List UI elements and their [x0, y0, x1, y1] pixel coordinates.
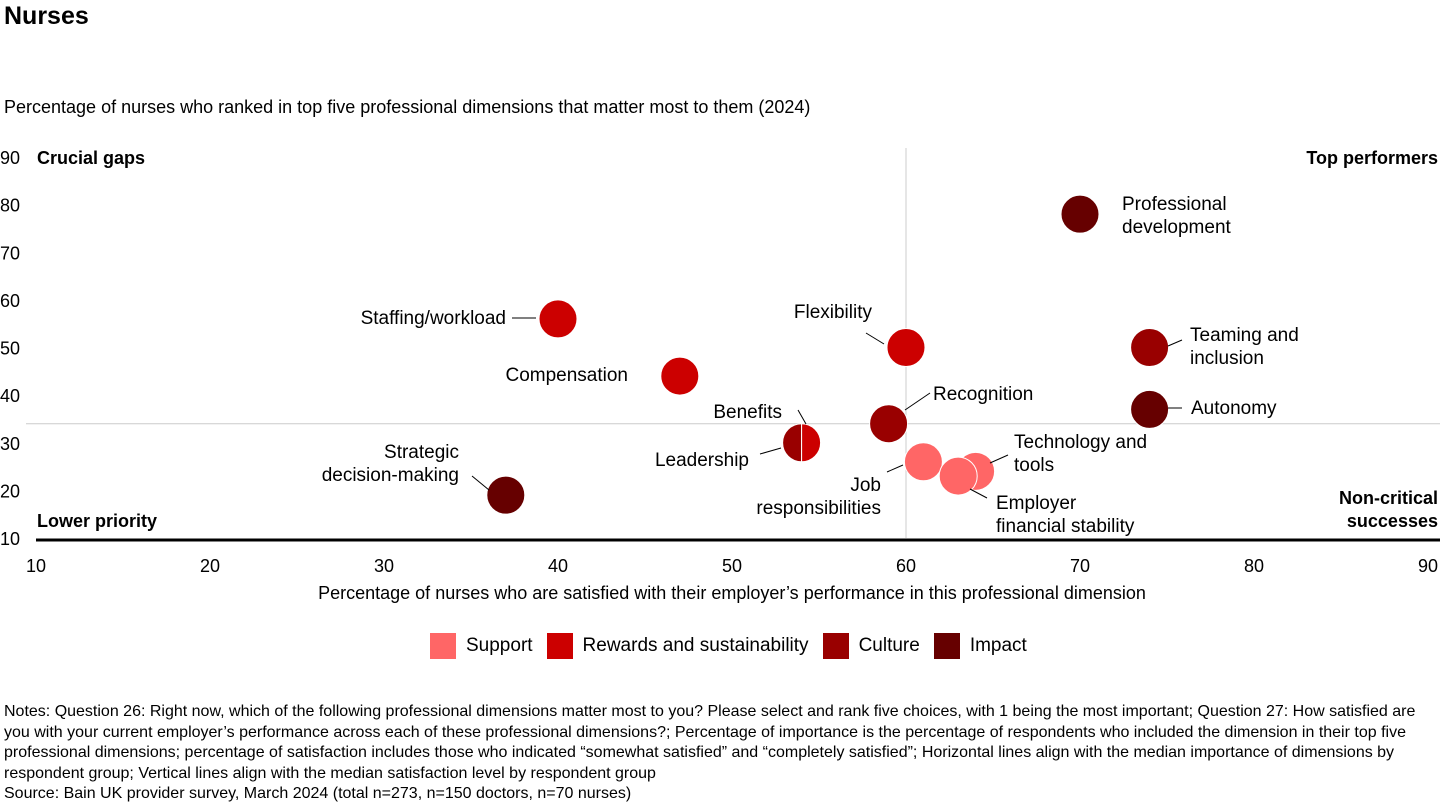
y-tick-label: 90 [0, 148, 20, 168]
leader-line [904, 392, 931, 411]
quadrant-label-top-performers: Top performers [1306, 148, 1438, 168]
point-autonomy [1130, 389, 1170, 429]
legend: Support Rewards and sustainability Culture… [430, 633, 1041, 659]
x-tick-label: 10 [26, 556, 46, 576]
x-tick-label: 90 [1418, 556, 1438, 576]
point-label: Staffing/workload [361, 308, 506, 329]
legend-swatch [430, 633, 456, 659]
x-axis-label: Percentage of nurses who are satisfied w… [318, 583, 1146, 603]
point-professional-development [1060, 194, 1100, 234]
point-label: Strategic decision-making [322, 442, 459, 486]
point-compensation [660, 356, 700, 396]
chart-title: Nurses [4, 2, 89, 30]
quadrant-label-non-critical-successes: Non-critical successes [1339, 488, 1438, 531]
point-label: Leadership [655, 450, 749, 471]
legend-label: Culture [858, 635, 920, 656]
point-recognition [869, 404, 909, 444]
x-tick-label: 70 [1070, 556, 1090, 576]
x-tick-label: 30 [374, 556, 394, 576]
scatter-chart: 10 20 30 40 50 60 70 80 90 10 20 30 40 50 60 70 80 90 Perc… [0, 148, 1440, 603]
x-tick-label: 40 [548, 556, 568, 576]
notes-text: Notes: Question 26: Right now, which of … [4, 703, 1416, 782]
leader-line [797, 409, 807, 425]
point-benefits [801, 423, 822, 463]
y-tick-label: 40 [0, 386, 20, 406]
y-axis-label: Percentage of nurses who ranked in top f… [4, 97, 811, 117]
leader-line [886, 464, 904, 473]
point-label: Teaming and inclusion [1190, 325, 1299, 369]
point-label: Employer financial stability [996, 493, 1135, 537]
leader-line [1167, 339, 1183, 347]
quadrant-label-crucial-gaps: Crucial gaps [37, 148, 145, 168]
y-tick-label: 60 [0, 291, 20, 311]
legend-swatch [546, 633, 573, 659]
legend-label: Rewards and sustainability [582, 635, 809, 656]
legend-item: Impact [933, 633, 1027, 659]
y-tick-label: 30 [0, 434, 20, 454]
leader-line [759, 447, 782, 455]
x-tick-label: 20 [200, 556, 220, 576]
y-tick-label: 80 [0, 196, 20, 216]
legend-swatch [933, 633, 960, 659]
leader-line [969, 488, 988, 499]
leader-line [865, 332, 885, 345]
point-label: Recognition [933, 384, 1033, 405]
source-text: Source: Bain UK provider survey, March 2… [4, 785, 632, 802]
y-tick-label: 70 [0, 243, 20, 263]
point-label: Professional development [1122, 194, 1232, 238]
point-label: Flexibility [794, 302, 873, 323]
point-label: Benefits [713, 402, 782, 423]
legend-item: Support [430, 633, 533, 659]
leader-line [989, 454, 1009, 464]
legend-label: Support [466, 635, 533, 656]
legend-swatch [822, 633, 849, 659]
y-tick-label: 10 [0, 529, 20, 549]
point-teaming-and-inclusion [1130, 328, 1170, 367]
y-tick-label: 20 [0, 481, 20, 501]
point-staffing-workload [538, 299, 578, 339]
x-tick-label: 60 [896, 556, 916, 576]
x-tick-label: 80 [1244, 556, 1264, 576]
legend-item: Culture [822, 633, 920, 659]
point-label: Job responsibilities [756, 475, 881, 519]
quadrant-label-lower-priority: Lower priority [37, 511, 157, 531]
point-employer-financial-stability [938, 456, 978, 496]
point-job-responsibilities [903, 442, 943, 482]
y-tick-label: 50 [0, 339, 20, 359]
point-label: Technology and tools [1014, 432, 1147, 476]
point-strategic-decision-making [486, 475, 526, 515]
legend-label: Impact [969, 635, 1027, 656]
point-label: Autonomy [1191, 398, 1277, 419]
point-label: Compensation [505, 365, 628, 386]
x-tick-label: 50 [722, 556, 742, 576]
point-leadership [782, 423, 803, 463]
legend-item: Rewards and sustainability [546, 633, 809, 659]
leader-line [471, 475, 490, 491]
point-flexibility [886, 328, 926, 367]
notes: Notes: Question 26: Right now, which of … [4, 702, 1434, 805]
